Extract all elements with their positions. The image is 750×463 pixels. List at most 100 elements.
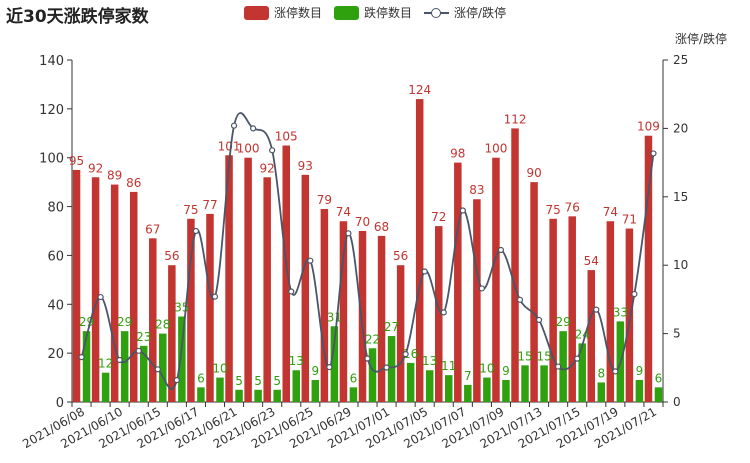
bar-limit-down[interactable]: [521, 365, 529, 402]
bar-limit-up[interactable]: [396, 265, 405, 402]
bar-limit-down[interactable]: [235, 389, 243, 402]
bar-limit-up[interactable]: [301, 174, 310, 402]
ratio-point[interactable]: [173, 377, 180, 384]
bar-limit-up[interactable]: [72, 169, 81, 402]
ratio-point[interactable]: [612, 368, 619, 375]
ratio-point[interactable]: [516, 296, 524, 303]
bar-limit-down[interactable]: [216, 377, 224, 402]
data-label-limit-down: 9: [636, 364, 644, 378]
bar-limit-up[interactable]: [168, 265, 176, 402]
bar-limit-down[interactable]: [387, 336, 396, 402]
legend-item-limit-up[interactable]: 涨停数目: [244, 4, 322, 21]
ratio-point[interactable]: [631, 290, 638, 298]
bar-limit-up[interactable]: [644, 135, 653, 402]
ratio-point[interactable]: [288, 288, 295, 295]
bar-limit-up[interactable]: [206, 213, 214, 402]
bar-limit-up[interactable]: [415, 99, 424, 402]
bar-limit-up[interactable]: [149, 238, 157, 402]
bar-limit-up[interactable]: [473, 199, 481, 402]
bar-limit-down[interactable]: [197, 387, 205, 402]
bar-limit-down[interactable]: [292, 370, 300, 402]
ratio-point[interactable]: [478, 285, 485, 292]
data-label-limit-up: 109: [637, 120, 660, 134]
bar-limit-up[interactable]: [435, 226, 443, 402]
bar-limit-down[interactable]: [635, 380, 644, 402]
ratio-point[interactable]: [555, 363, 562, 370]
bar-limit-down[interactable]: [559, 331, 567, 402]
ratio-point[interactable]: [307, 257, 314, 264]
bar-limit-up[interactable]: [454, 162, 462, 402]
ratio-point[interactable]: [593, 306, 600, 313]
bar-limit-down[interactable]: [311, 380, 320, 402]
ratio-point[interactable]: [97, 293, 104, 301]
bar-limit-up[interactable]: [263, 177, 271, 402]
ratio-point[interactable]: [135, 347, 142, 354]
bar-limit-down[interactable]: [159, 333, 167, 402]
bar-limit-down[interactable]: [654, 387, 663, 402]
ratio-point[interactable]: [269, 147, 276, 154]
bar-limit-up[interactable]: [511, 128, 519, 402]
bar-limit-down[interactable]: [425, 370, 434, 402]
bar-limit-down[interactable]: [349, 387, 358, 402]
bar-limit-up[interactable]: [587, 270, 596, 402]
ratio-point[interactable]: [154, 366, 161, 373]
ratio-point[interactable]: [192, 227, 200, 235]
data-label-limit-down: 23: [136, 330, 151, 344]
bar-limit-down[interactable]: [445, 375, 453, 402]
ratio-point[interactable]: [230, 122, 238, 129]
bar-limit-down[interactable]: [139, 345, 148, 402]
bar-limit-up[interactable]: [110, 184, 119, 402]
bar-limit-up[interactable]: [129, 191, 138, 402]
bar-limit-up[interactable]: [549, 218, 557, 402]
ratio-point[interactable]: [421, 268, 428, 275]
bar-limit-up[interactable]: [225, 155, 233, 402]
bar-limit-up[interactable]: [282, 145, 290, 403]
bar-limit-down[interactable]: [178, 316, 186, 403]
bar-limit-down[interactable]: [540, 365, 548, 402]
data-label-limit-up: 68: [374, 220, 389, 234]
bar-limit-down[interactable]: [464, 384, 472, 402]
data-label-limit-down: 5: [235, 374, 243, 388]
bar-limit-up[interactable]: [530, 182, 538, 402]
bar-limit-down[interactable]: [101, 372, 110, 402]
bar-limit-down[interactable]: [483, 377, 491, 402]
ratio-point[interactable]: [345, 230, 352, 237]
ratio-point[interactable]: [78, 354, 85, 361]
legend-item-ratio[interactable]: 涨停/跌停: [424, 4, 506, 21]
bar-limit-down[interactable]: [502, 380, 510, 402]
bar-limit-down[interactable]: [273, 389, 281, 402]
bar-limit-down[interactable]: [120, 331, 129, 402]
bar-limit-up[interactable]: [244, 157, 252, 402]
bar-limit-up[interactable]: [625, 228, 634, 402]
ratio-point[interactable]: [535, 316, 543, 324]
ratio-point[interactable]: [459, 207, 466, 214]
bar-limit-down[interactable]: [254, 389, 262, 402]
ratio-point[interactable]: [211, 293, 219, 300]
bar-limit-down[interactable]: [82, 331, 91, 402]
bar-limit-up[interactable]: [492, 157, 500, 402]
ratio-point[interactable]: [574, 355, 581, 362]
bar-limit-up[interactable]: [339, 221, 348, 402]
bar-limit-down[interactable]: [578, 343, 586, 402]
bar-limit-up[interactable]: [568, 216, 576, 402]
ratio-point[interactable]: [250, 125, 257, 132]
bar-limit-up[interactable]: [377, 235, 386, 402]
bar-limit-down[interactable]: [597, 382, 606, 402]
bar-limit-up[interactable]: [606, 221, 615, 402]
ratio-point[interactable]: [383, 364, 390, 371]
ratio-point[interactable]: [440, 309, 447, 316]
legend-item-limit-down[interactable]: 跌停数目: [334, 4, 412, 21]
bar-limit-up[interactable]: [187, 218, 195, 402]
bar-limit-up[interactable]: [320, 209, 329, 402]
ratio-point[interactable]: [650, 150, 657, 157]
bar-limit-down[interactable]: [368, 348, 377, 402]
ratio-point[interactable]: [364, 355, 371, 362]
ratio-point[interactable]: [326, 364, 333, 371]
bar-limit-up[interactable]: [358, 231, 367, 402]
bar-limit-down[interactable]: [406, 362, 415, 402]
ratio-point[interactable]: [497, 246, 505, 254]
bar-limit-up[interactable]: [91, 177, 100, 402]
ratio-point[interactable]: [116, 356, 123, 364]
bar-limit-down[interactable]: [330, 326, 339, 402]
ratio-point[interactable]: [402, 351, 409, 358]
